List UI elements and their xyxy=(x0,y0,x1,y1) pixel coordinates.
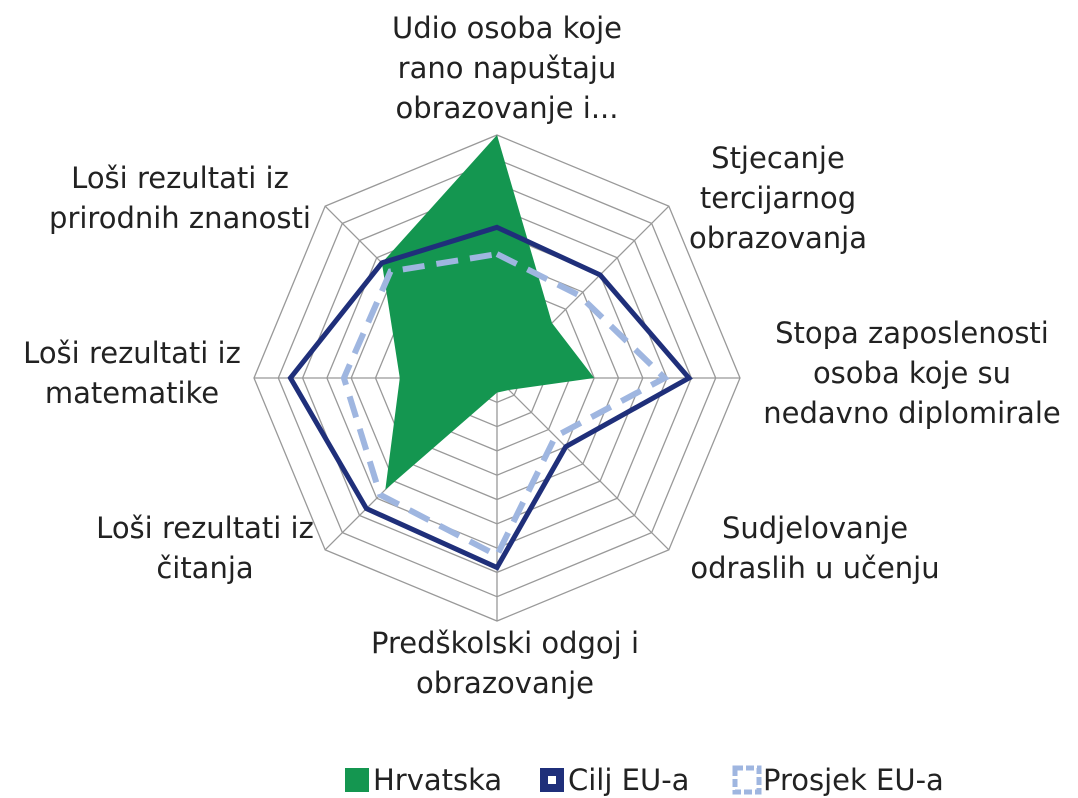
spoke xyxy=(496,377,670,551)
axis-label: Stopa zaposlenosti osoba koje su nedavno d… xyxy=(763,316,1060,430)
series-0 xyxy=(381,135,595,490)
legend-marker xyxy=(548,776,556,784)
legend-swatch xyxy=(345,768,369,792)
series-2 xyxy=(340,250,670,560)
axis-label: Loši rezultati iz prirodnih znanosti xyxy=(49,161,311,235)
axis-label: Predškolski odgoj i obrazovanje xyxy=(371,626,639,700)
legend-label: Hrvatska xyxy=(373,763,502,797)
series-1 xyxy=(287,224,693,571)
axis-label: Loši rezultati iz matematike xyxy=(23,336,241,410)
axis-label: Udio osoba koje rano napuštaju obrazovanje… xyxy=(392,11,622,125)
axis-label: Loši rezultati iz čitanja xyxy=(96,511,314,585)
axis-label: Sudjelovanje odraslih u učenju xyxy=(690,511,939,585)
legend-label: Cilj EU-a xyxy=(568,763,689,797)
axis-label: Stjecanje tercijarnog obrazovanja xyxy=(689,141,867,255)
legend-label: Prosjek EU-a xyxy=(763,763,944,797)
legend-swatch xyxy=(732,765,762,795)
